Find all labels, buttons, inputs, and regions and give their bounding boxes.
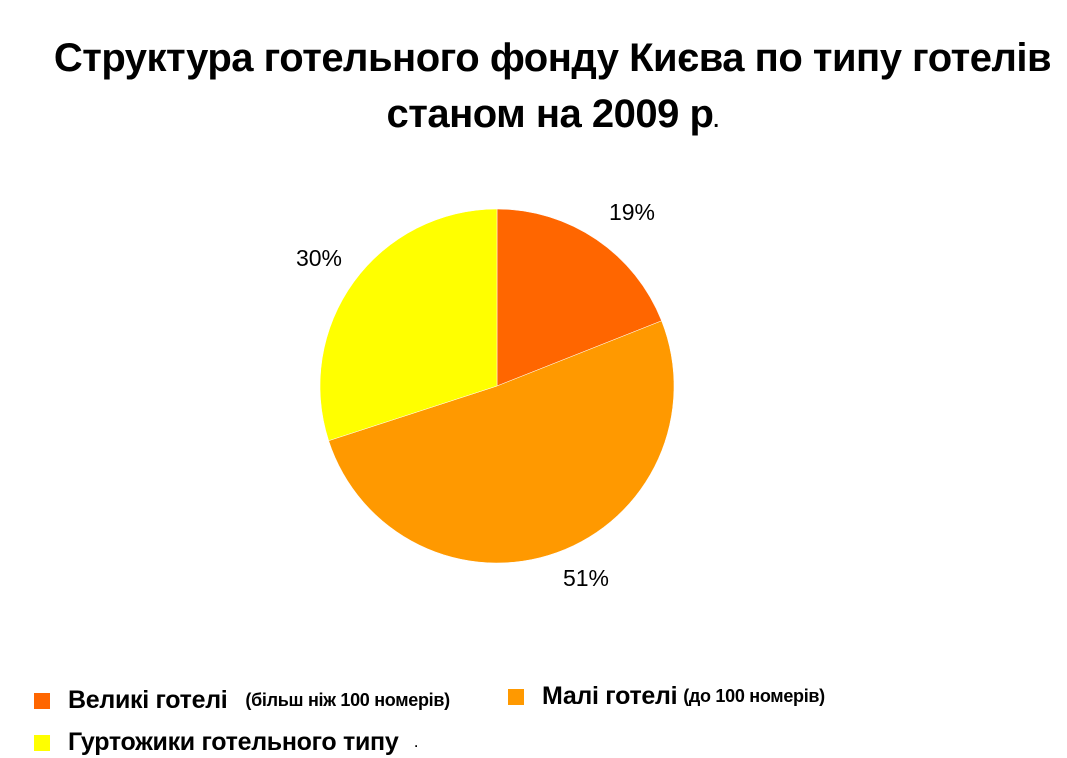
legend-label-small-hotels: Малі готелі bbox=[542, 682, 678, 710]
legend-swatch-large-hotels bbox=[34, 692, 50, 709]
legend-note-small-hotels: (до 100 номерів) bbox=[683, 686, 825, 706]
legend-item-large-hotels: Великі готелі (більш ніж 100 номерів) bbox=[34, 686, 450, 715]
chart-title: Структура готельного фонду Києва по типу… bbox=[0, 30, 1067, 149]
legend-item-dormitories: Гуртожики готельного типу . bbox=[34, 728, 418, 757]
legend-swatch-small-hotels bbox=[508, 688, 524, 705]
pie-label-large-hotels: 19% bbox=[609, 199, 655, 225]
legend-label-dormitories: Гуртожики готельного типу bbox=[68, 728, 399, 756]
legend-swatch-dormitories bbox=[34, 734, 50, 751]
legend-note-dormitories: . bbox=[414, 735, 418, 750]
chart-title-line-2-text: станом на 2009 р bbox=[386, 92, 714, 136]
legend-note-large-hotels: (більш ніж 100 номерів) bbox=[245, 690, 450, 710]
chart-title-line-2-suffix: . bbox=[713, 110, 719, 132]
legend-label-large-hotels: Великі готелі bbox=[68, 686, 228, 714]
pie-label-small-hotels: 51% bbox=[563, 565, 609, 591]
pie-slice-small-hotels bbox=[328, 320, 675, 564]
pie-slice-dormitories bbox=[319, 208, 498, 442]
chart-title-line-2: станом на 2009 р. bbox=[0, 86, 1067, 149]
pie-slice-large-hotels bbox=[496, 208, 662, 387]
pie-label-dormitories: 30% bbox=[296, 245, 342, 271]
chart-title-line-1: Структура готельного фонду Києва по типу… bbox=[53, 36, 1052, 80]
legend-item-small-hotels: Малі готелі (до 100 номерів) bbox=[508, 682, 825, 711]
